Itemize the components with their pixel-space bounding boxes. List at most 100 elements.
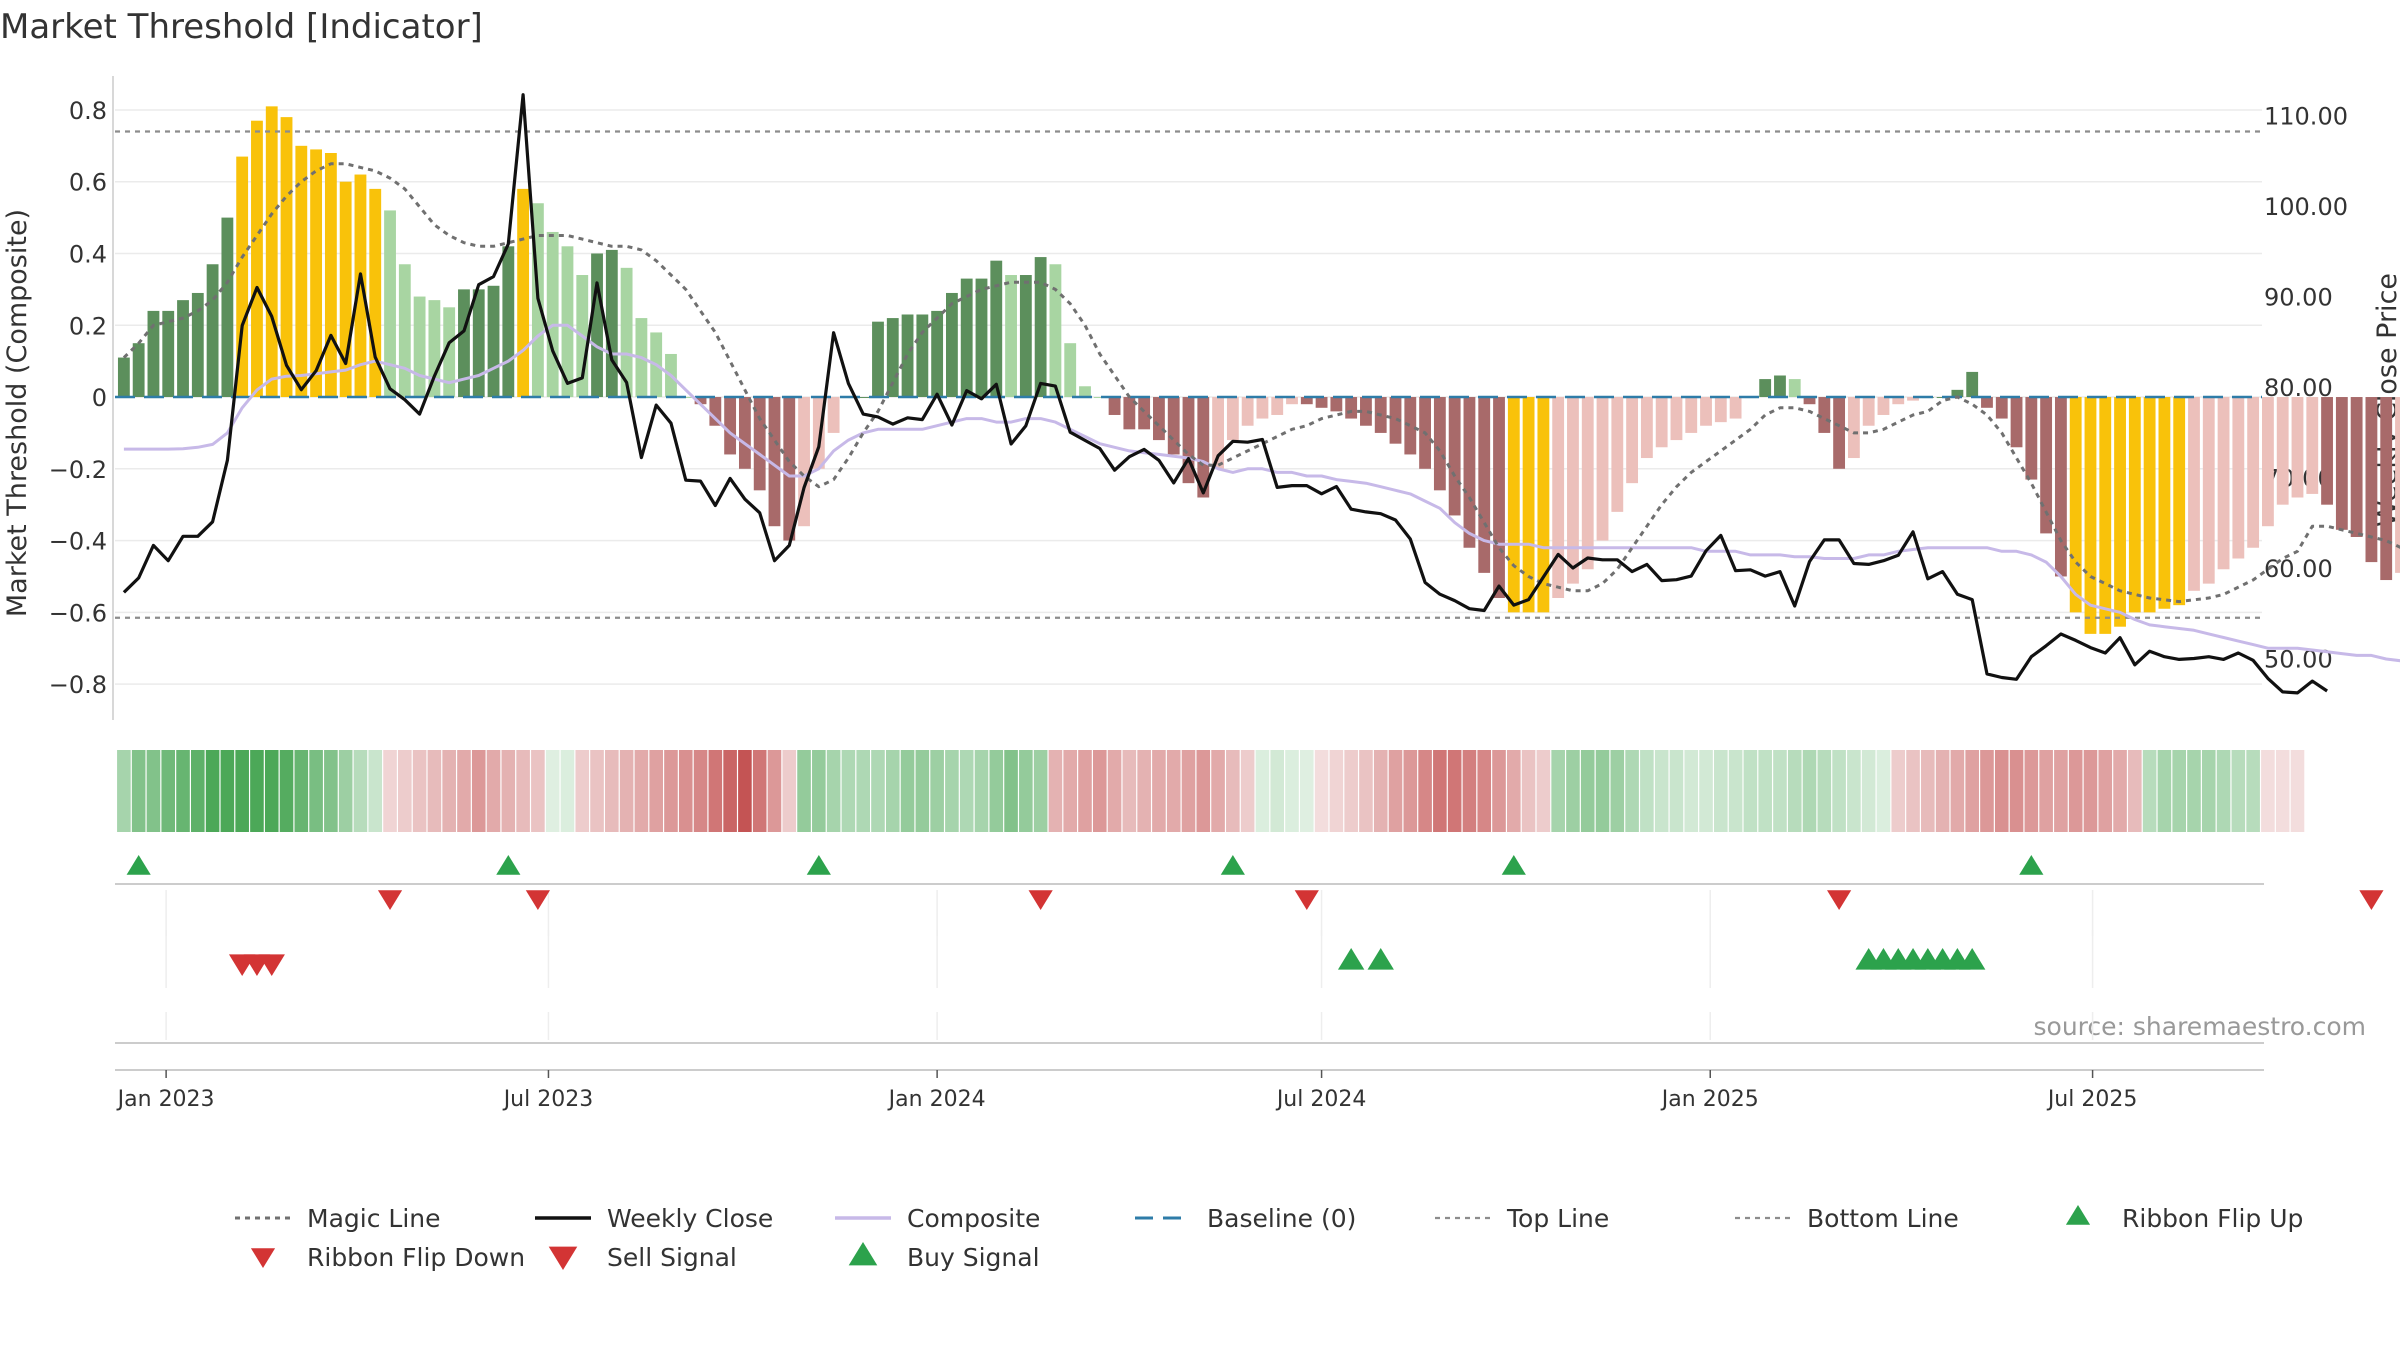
ribbon-cell bbox=[117, 750, 131, 832]
composite-bar bbox=[1079, 386, 1091, 398]
ribbon-cell bbox=[1418, 750, 1432, 832]
composite-bar bbox=[428, 300, 441, 398]
ribbon-cell bbox=[2187, 750, 2201, 832]
ribbon-cell bbox=[1521, 750, 1536, 832]
ribbon-cell bbox=[664, 750, 678, 832]
composite-bar bbox=[1774, 375, 1786, 398]
ribbon-cell bbox=[324, 750, 338, 832]
composite-bar bbox=[783, 397, 796, 541]
ribbon-flip-up-marker bbox=[2019, 855, 2044, 875]
composite-line bbox=[123, 323, 2400, 663]
ribbon-cell bbox=[412, 750, 427, 832]
composite-bar bbox=[1907, 397, 1919, 401]
y-tick-label: −0.6 bbox=[49, 599, 107, 627]
composite-bar bbox=[132, 343, 145, 398]
composite-bar bbox=[384, 210, 396, 398]
composite-bar bbox=[2069, 397, 2082, 613]
ribbon-cell bbox=[1699, 750, 1713, 832]
composite-bar bbox=[398, 264, 411, 398]
ribbon-cell bbox=[220, 750, 235, 832]
composite-bar bbox=[931, 310, 944, 398]
ribbon-cell bbox=[383, 750, 397, 832]
ribbon-cell bbox=[279, 750, 294, 832]
y-tick-label: 0.6 bbox=[69, 169, 107, 197]
composite-bar bbox=[2232, 397, 2245, 559]
x-axis: Jan 2023 Jul 2023 Jan 2024 Jul 2024 Jan 2025… bbox=[115, 1069, 2264, 1112]
composite-bar bbox=[1640, 397, 1653, 459]
composite-bar bbox=[694, 397, 707, 405]
composite-bar bbox=[768, 397, 781, 527]
composite-bar bbox=[1537, 397, 1550, 613]
composite-bar bbox=[1360, 397, 1372, 426]
composite-bar bbox=[1981, 397, 1993, 408]
composite-bar bbox=[2084, 397, 2097, 634]
ribbon-cell bbox=[605, 750, 619, 832]
ribbon-cell bbox=[1019, 750, 1033, 832]
ribbon-cell bbox=[1640, 750, 1654, 832]
ribbon-cell bbox=[2275, 750, 2290, 832]
composite-bar bbox=[1049, 264, 1062, 398]
composite-bar bbox=[2291, 397, 2304, 498]
ribbon-cell bbox=[2024, 750, 2039, 832]
composite-bar bbox=[1670, 397, 1683, 441]
ribbon-cell bbox=[1876, 750, 1891, 832]
y2-tick-label: 110.00 bbox=[2264, 103, 2348, 131]
ribbon-cell bbox=[338, 750, 353, 832]
composite-bar bbox=[1197, 397, 1210, 498]
ribbon-flip-panel bbox=[115, 855, 2384, 936]
ribbon-cell bbox=[1078, 750, 1092, 832]
composite-bar bbox=[1833, 397, 1846, 469]
composite-bar bbox=[1522, 397, 1535, 613]
composite-bar bbox=[1345, 397, 1358, 419]
composite-bar bbox=[561, 246, 574, 398]
ribbon-cell bbox=[1728, 750, 1743, 832]
legend-item-close: Weekly Close bbox=[535, 1204, 773, 1233]
ribbon-cell bbox=[1492, 750, 1506, 832]
buy-signal-marker bbox=[1367, 948, 1394, 970]
composite-bar bbox=[1212, 397, 1224, 469]
ribbon-cell bbox=[1226, 750, 1240, 832]
composite-bar bbox=[1951, 389, 1964, 398]
source-label: source: sharemaestro.com bbox=[2034, 1012, 2367, 1041]
ribbon-cell bbox=[723, 750, 737, 832]
ribbon-cell bbox=[1891, 750, 1906, 832]
ribbon-cell bbox=[398, 750, 412, 832]
ribbon-cell bbox=[457, 750, 471, 832]
composite-bar bbox=[1330, 397, 1343, 412]
ribbon-cell bbox=[1211, 750, 1225, 832]
legend-item-magic: Magic Line bbox=[235, 1204, 441, 1233]
x-tick-label: Jul 2023 bbox=[502, 1087, 594, 1112]
ribbon-cell bbox=[486, 750, 501, 832]
composite-bar bbox=[1862, 397, 1875, 426]
composite-bar bbox=[1567, 397, 1579, 584]
buy-signal-marker bbox=[1337, 948, 1365, 970]
ribbon-cell bbox=[885, 750, 900, 832]
y2-tick-label: 60.00 bbox=[2264, 555, 2333, 583]
ribbon-cell bbox=[531, 750, 545, 832]
sell-signal-marker bbox=[258, 954, 285, 976]
ribbon-cell bbox=[738, 750, 752, 832]
legend-item-sell: Sell Signal bbox=[548, 1243, 737, 1272]
composite-bar bbox=[1463, 397, 1476, 548]
composite-bar bbox=[2262, 397, 2274, 527]
composite-bar bbox=[1714, 397, 1727, 423]
ribbon-cell bbox=[1092, 750, 1107, 832]
composite-bar bbox=[2188, 397, 2200, 591]
composite-bar bbox=[798, 397, 810, 527]
composite-bar bbox=[177, 300, 189, 398]
ribbon-cell bbox=[1566, 750, 1580, 832]
composite-bar bbox=[1108, 397, 1121, 415]
ribbon-cell bbox=[2231, 750, 2246, 832]
composite-bar bbox=[753, 397, 766, 491]
ribbon-cell bbox=[1994, 750, 2009, 832]
composite-bar bbox=[1005, 275, 1017, 398]
ribbon-cell bbox=[442, 750, 456, 832]
ribbon-cell bbox=[693, 750, 708, 832]
ribbon-cell bbox=[1610, 750, 1625, 832]
ribbon-cell bbox=[915, 750, 930, 832]
legend-item-composite: Composite bbox=[835, 1204, 1040, 1233]
composite-bar bbox=[221, 217, 234, 398]
y-tick-label: −0.8 bbox=[49, 671, 107, 699]
composite-bar bbox=[2202, 397, 2215, 584]
composite-bar bbox=[1847, 397, 1860, 459]
